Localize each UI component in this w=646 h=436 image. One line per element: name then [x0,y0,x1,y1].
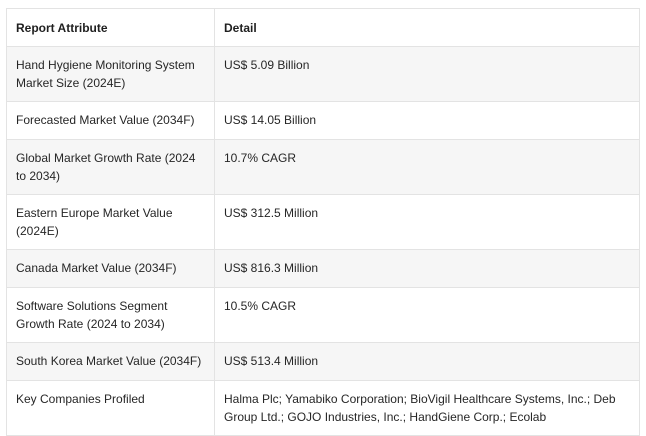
attribute-cell: Eastern Europe Market Value (2024E) [6,194,215,250]
table-row: Eastern Europe Market Value (2024E) US$ … [6,194,640,250]
detail-cell: 10.7% CAGR [214,139,640,195]
detail-cell: US$ 513.4 Million [214,342,640,381]
attribute-cell: Hand Hygiene Monitoring System Market Si… [6,46,215,102]
report-attributes-table-container: Report Attribute Detail Hand Hygiene Mon… [6,8,640,436]
detail-cell: US$ 816.3 Million [214,249,640,288]
report-attributes-table: Report Attribute Detail Hand Hygiene Mon… [6,8,640,436]
detail-cell: US$ 14.05 Billion [214,101,640,140]
table-row: South Korea Market Value (2034F) US$ 513… [6,342,640,381]
attribute-cell: Canada Market Value (2034F) [6,249,215,288]
table-row: Canada Market Value (2034F) US$ 816.3 Mi… [6,249,640,288]
table-row: Forecasted Market Value (2034F) US$ 14.0… [6,101,640,140]
table-row: Hand Hygiene Monitoring System Market Si… [6,46,640,102]
detail-cell: Halma Plc; Yamabiko Corporation; BioVigi… [214,380,640,436]
table-row: Software Solutions Segment Growth Rate (… [6,287,640,343]
header-report-attribute: Report Attribute [6,8,215,47]
attribute-cell: Global Market Growth Rate (2024 to 2034) [6,139,215,195]
table-row: Global Market Growth Rate (2024 to 2034)… [6,139,640,195]
attribute-cell: South Korea Market Value (2034F) [6,342,215,381]
detail-cell: 10.5% CAGR [214,287,640,343]
header-detail: Detail [214,8,640,47]
attribute-cell: Key Companies Profiled [6,380,215,436]
attribute-cell: Software Solutions Segment Growth Rate (… [6,287,215,343]
detail-cell: US$ 312.5 Million [214,194,640,250]
table-header-row: Report Attribute Detail [6,8,640,47]
attribute-cell: Forecasted Market Value (2034F) [6,101,215,140]
table-row: Key Companies Profiled Halma Plc; Yamabi… [6,380,640,436]
detail-cell: US$ 5.09 Billion [214,46,640,102]
